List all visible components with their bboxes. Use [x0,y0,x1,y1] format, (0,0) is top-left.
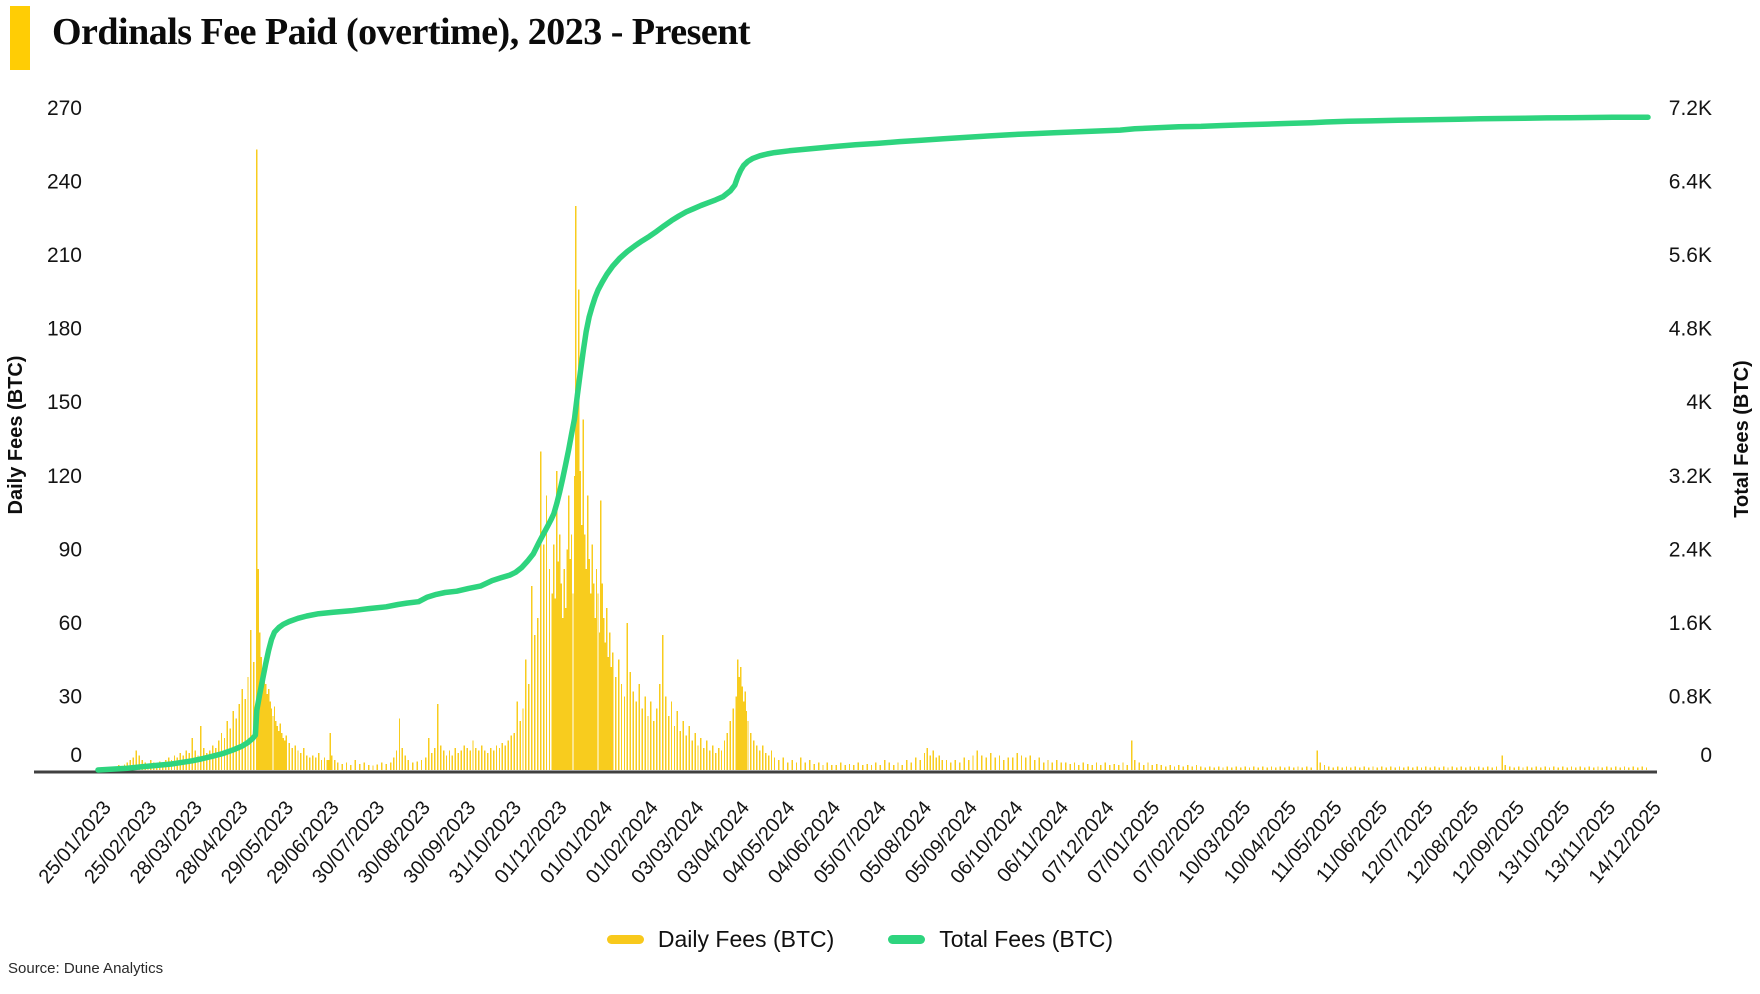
left-y-tick-label: 30 [59,685,82,708]
right-y-tick-label: 0 [1700,744,1712,767]
right-y-tick-label: 5.6K [1669,244,1712,267]
chart-header: Ordinals Fee Paid (overtime), 2023 - Pre… [10,6,751,70]
right-axis-title: Total Fees (BTC) [1731,360,1753,518]
right-y-tick-label: 2.4K [1669,538,1712,561]
total-fees-line [95,114,1651,773]
right-y-tick-label: 3.2K [1669,465,1712,488]
legend-label-daily-fees: Daily Fees (BTC) [657,926,835,952]
right-y-tick-label: 1.6K [1669,612,1712,635]
total-fees-swatch-icon [888,935,926,944]
left-y-tick-label: 240 [47,171,82,194]
left-y-tick-label: 0 [70,744,82,767]
left-y-tick-label: 120 [47,465,82,488]
left-y-tick-label: 180 [47,318,82,341]
left-axis-title: Daily Fees (BTC) [5,355,27,515]
source-attribution: Source: Dune Analytics [8,960,164,977]
left-y-tick-label: 210 [47,244,82,267]
daily-fees-bars [109,149,1648,770]
page-title: Ordinals Fee Paid (overtime), 2023 - Pre… [52,11,751,53]
chart-legend: Daily Fees (BTC) Total Fees (BTC) [0,926,1720,953]
title-accent-square [10,6,30,70]
right-y-tick-label: 4K [1686,391,1712,414]
right-y-tick-label: 6.4K [1669,171,1712,194]
legend-label-total-fees: Total Fees (BTC) [939,926,1114,952]
daily-fees-swatch-icon [606,935,644,944]
right-y-tick-label: 4.8K [1669,318,1712,341]
left-y-tick-label: 60 [59,612,82,635]
left-y-tick-label: 90 [59,538,82,561]
left-y-tick-label: 270 [47,97,82,120]
legend-item-total-fees[interactable]: Total Fees (BTC) [888,926,1113,953]
right-y-tick-label: 0.8K [1669,685,1712,708]
legend-item-daily-fees[interactable]: Daily Fees (BTC) [606,926,835,953]
right-y-tick-label: 7.2K [1669,97,1712,120]
left-y-tick-label: 150 [47,391,82,414]
